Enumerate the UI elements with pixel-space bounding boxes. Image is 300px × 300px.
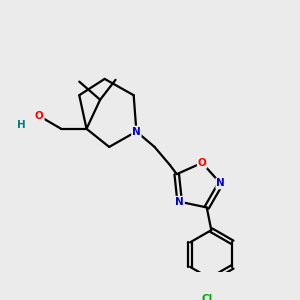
Text: N: N: [132, 127, 141, 136]
Text: O: O: [35, 111, 44, 121]
Text: Cl: Cl: [201, 294, 212, 300]
Text: N: N: [175, 197, 184, 207]
Text: N: N: [216, 178, 225, 188]
Text: H: H: [17, 120, 26, 130]
Text: O: O: [198, 158, 206, 168]
